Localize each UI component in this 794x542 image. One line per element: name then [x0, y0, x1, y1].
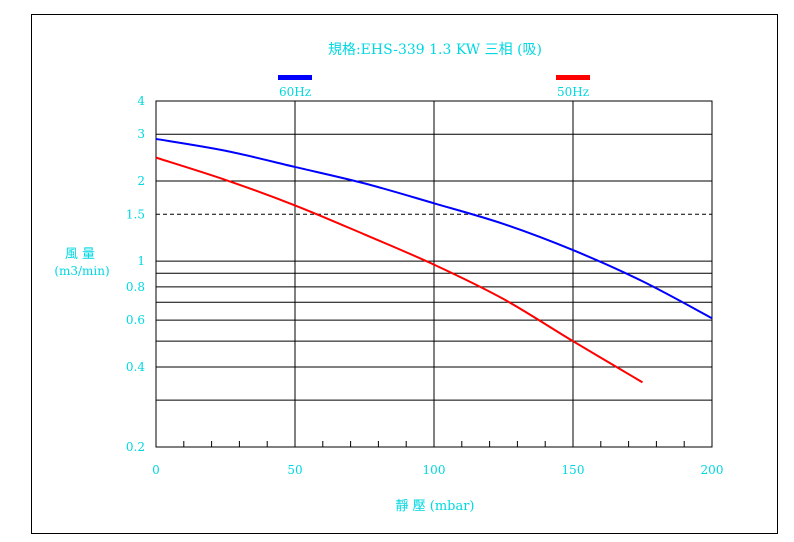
y-tick-label: 1.5	[126, 207, 145, 221]
y-tick-label: 0.4	[126, 360, 145, 374]
y-tick-label: 0.8	[126, 280, 145, 294]
y-tick-label: 0.6	[126, 313, 145, 327]
y-tick-label: 4	[137, 94, 145, 108]
legend-swatch-50hz	[556, 75, 590, 80]
tick-marks	[183, 441, 685, 447]
x-tick-label: 50	[287, 463, 302, 477]
grid	[155, 100, 713, 448]
x-tick-label: 150	[562, 463, 585, 477]
y-tick-label: 2	[137, 174, 145, 188]
y-axis-label: 風 量	[65, 247, 95, 262]
legend-swatch-60hz	[278, 75, 312, 80]
x-axis-label: 靜 壓 (mbar)	[395, 499, 474, 514]
x-tick-label: 200	[701, 463, 724, 477]
pump-curve-chart: 規格:EHS-339 1.3 KW 三相 (吸) 60Hz 50Hz 0.2 0.4…	[54, 42, 723, 514]
legend: 60Hz 50Hz	[278, 75, 590, 99]
series-lines	[155, 137, 713, 384]
legend-label-60hz: 60Hz	[279, 85, 311, 99]
y-tick-label: 0.2	[126, 440, 145, 454]
chart-title: 規格:EHS-339 1.3 KW 三相 (吸)	[328, 42, 542, 58]
legend-label-50hz: 50Hz	[557, 85, 589, 99]
series-line-60hz	[155, 137, 713, 320]
series-line-50hz	[155, 156, 644, 384]
y-axis-unit: (m3/min)	[54, 264, 109, 278]
plot-area-border	[155, 100, 713, 448]
x-tick-label: 0	[152, 463, 160, 477]
chart-frame: 規格:EHS-339 1.3 KW 三相 (吸) 60Hz 50Hz 0.2 0.4…	[31, 14, 778, 534]
y-tick-label: 1	[137, 254, 145, 268]
x-tick-labels: 0 50 100 150 200	[152, 463, 723, 477]
y-tick-label: 3	[137, 127, 145, 141]
x-tick-label: 100	[423, 463, 446, 477]
y-tick-labels: 0.2 0.4 0.6 0.8 1 1.5 2 3 4	[126, 94, 145, 454]
